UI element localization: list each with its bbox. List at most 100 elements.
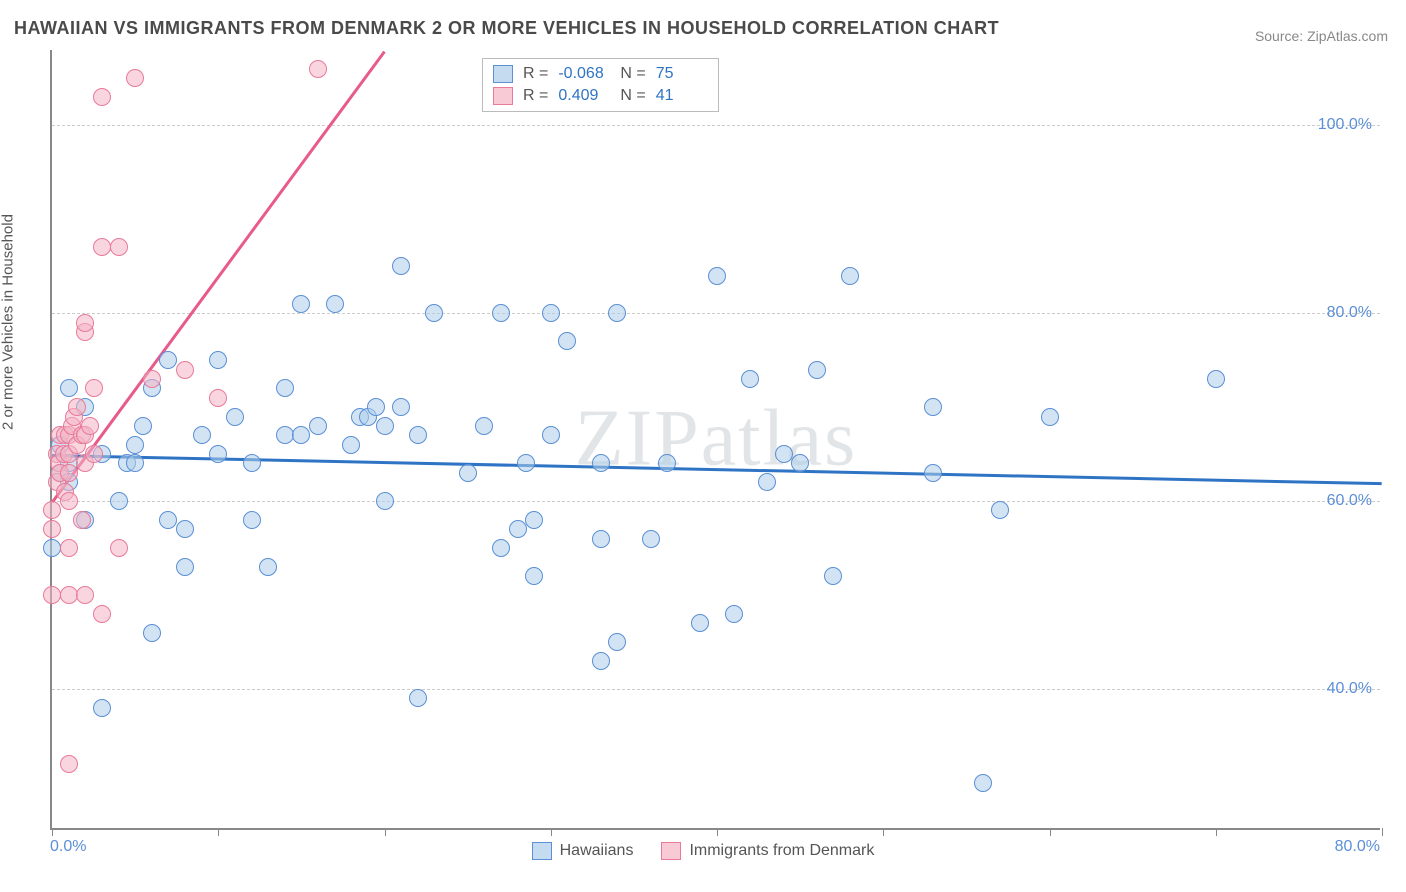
data-point — [392, 257, 410, 275]
chart-title: HAWAIIAN VS IMMIGRANTS FROM DENMARK 2 OR… — [14, 18, 999, 39]
pink-swatch-icon — [493, 87, 513, 105]
r-value: -0.068 — [558, 63, 610, 85]
data-point — [608, 304, 626, 322]
data-point — [459, 464, 477, 482]
data-point — [126, 69, 144, 87]
source-attribution: Source: ZipAtlas.com — [1255, 28, 1388, 44]
data-point — [126, 436, 144, 454]
data-point — [758, 473, 776, 491]
data-point — [60, 755, 78, 773]
data-point — [492, 539, 510, 557]
data-point — [974, 774, 992, 792]
data-point — [392, 398, 410, 416]
x-tick — [1382, 828, 1383, 836]
data-point — [76, 586, 94, 604]
data-point — [243, 454, 261, 472]
data-point — [991, 501, 1009, 519]
data-point — [209, 445, 227, 463]
data-point — [209, 389, 227, 407]
data-point — [93, 605, 111, 623]
data-point — [841, 267, 859, 285]
data-point — [924, 398, 942, 416]
data-point — [176, 361, 194, 379]
data-point — [592, 454, 610, 472]
data-point — [110, 238, 128, 256]
data-point — [292, 295, 310, 313]
y-tick-label: 60.0% — [1327, 492, 1372, 510]
data-point — [43, 501, 61, 519]
y-tick-label: 40.0% — [1327, 680, 1372, 698]
data-point — [85, 379, 103, 397]
data-point — [143, 624, 161, 642]
data-point — [525, 567, 543, 585]
legend-label: Hawaiians — [560, 842, 634, 860]
stats-row-blue: R = -0.068 N = 75 — [493, 63, 708, 85]
data-point — [60, 464, 78, 482]
legend-label: Immigrants from Denmark — [689, 842, 874, 860]
data-point — [808, 361, 826, 379]
data-point — [73, 511, 91, 529]
n-label: N = — [620, 63, 645, 85]
data-point — [226, 408, 244, 426]
data-point — [741, 370, 759, 388]
x-tick — [1216, 828, 1217, 836]
trend-line — [51, 51, 386, 504]
data-point — [276, 426, 294, 444]
data-point — [85, 445, 103, 463]
data-point — [492, 304, 510, 322]
r-label: R = — [523, 63, 548, 85]
data-point — [309, 60, 327, 78]
data-point — [475, 417, 493, 435]
data-point — [725, 605, 743, 623]
data-point — [68, 398, 86, 416]
data-point — [558, 332, 576, 350]
data-point — [824, 567, 842, 585]
data-point — [326, 295, 344, 313]
blue-swatch-icon — [532, 842, 552, 860]
y-tick-label: 80.0% — [1327, 304, 1372, 322]
data-point — [276, 379, 294, 397]
data-point — [592, 652, 610, 670]
data-point — [1041, 408, 1059, 426]
data-point — [134, 417, 152, 435]
correlation-stats-box: R = -0.068 N = 75 R = 0.409 N = 41 — [482, 58, 719, 112]
data-point — [924, 464, 942, 482]
x-tick — [1050, 828, 1051, 836]
data-point — [243, 511, 261, 529]
data-point — [642, 530, 660, 548]
x-tick — [52, 828, 53, 836]
x-tick — [218, 828, 219, 836]
legend: Hawaiians Immigrants from Denmark — [0, 842, 1406, 860]
blue-swatch-icon — [493, 65, 513, 83]
data-point — [791, 454, 809, 472]
gridline — [52, 689, 1380, 690]
data-point — [43, 520, 61, 538]
data-point — [425, 304, 443, 322]
gridline — [52, 313, 1380, 314]
x-tick — [385, 828, 386, 836]
data-point — [60, 492, 78, 510]
data-point — [309, 417, 327, 435]
data-point — [43, 539, 61, 557]
data-point — [60, 539, 78, 557]
data-point — [60, 586, 78, 604]
data-point — [592, 530, 610, 548]
r-value: 0.409 — [558, 85, 610, 107]
data-point — [542, 304, 560, 322]
data-point — [509, 520, 527, 538]
stats-row-pink: R = 0.409 N = 41 — [493, 85, 708, 107]
data-point — [43, 586, 61, 604]
y-axis-label: 2 or more Vehicles in Household — [0, 214, 17, 430]
x-tick — [551, 828, 552, 836]
data-point — [409, 689, 427, 707]
x-tick — [717, 828, 718, 836]
data-point — [176, 558, 194, 576]
data-point — [376, 417, 394, 435]
data-point — [159, 351, 177, 369]
data-point — [110, 539, 128, 557]
n-value: 41 — [656, 85, 708, 107]
x-tick — [883, 828, 884, 836]
data-point — [517, 454, 535, 472]
data-point — [409, 426, 427, 444]
data-point — [342, 436, 360, 454]
